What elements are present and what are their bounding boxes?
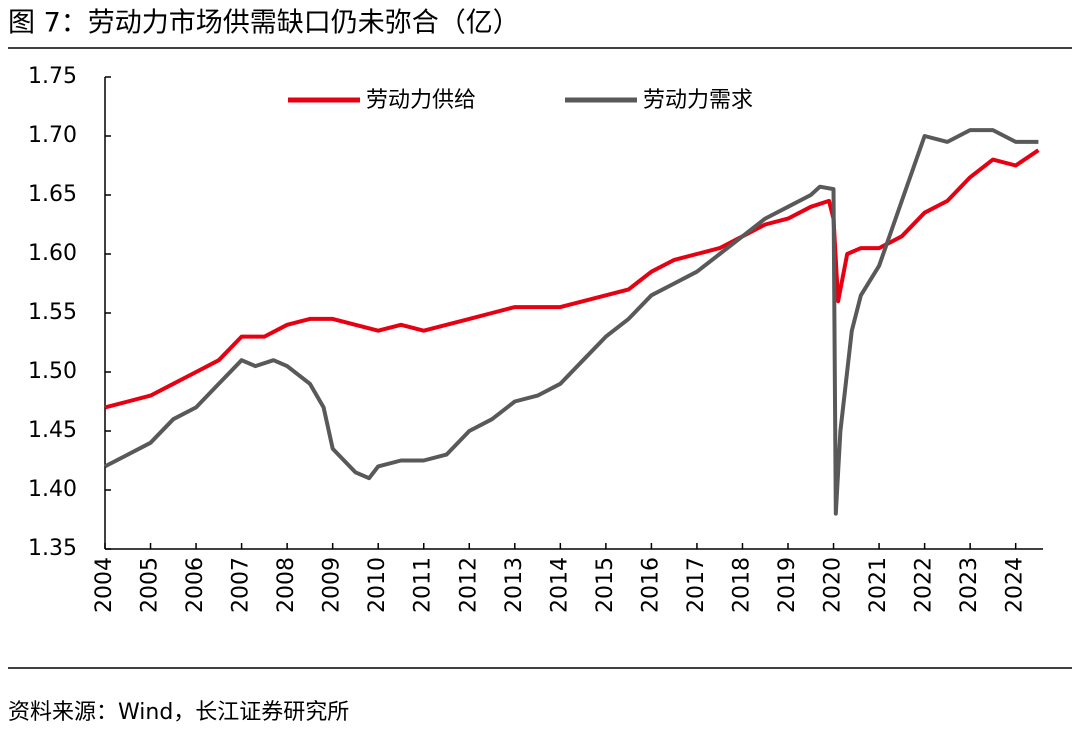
x-tick-label: 2021 [866,557,891,613]
x-tick-label: 2006 [183,557,208,613]
y-tick-label: 1.40 [28,477,77,502]
x-tick-label: 2023 [957,557,982,613]
x-tick-label: 2018 [729,557,754,613]
x-tick-label: 2010 [365,557,390,613]
x-tick-label: 2016 [638,557,663,613]
y-tick-label: 1.45 [28,418,77,443]
y-tick-label: 1.65 [28,182,77,207]
legend-label: 劳动力供给 [366,88,476,113]
x-tick-label: 2014 [547,557,572,613]
x-tick-label: 2017 [684,557,709,613]
legend-label: 劳动力需求 [643,88,753,113]
x-tick-label: 2020 [821,557,846,613]
x-tick-label: 2019 [775,557,800,613]
series-line [104,128,1039,516]
x-tick-label: 2024 [1003,557,1028,613]
x-tick-label: 2011 [411,557,436,613]
x-tick-label: 2013 [502,557,527,613]
y-tick-label: 1.50 [28,359,77,384]
y-tick-label: 1.35 [28,536,77,561]
x-tick-label: 2004 [92,557,117,613]
y-tick-label: 1.55 [28,300,77,325]
x-tick-label: 2007 [229,557,254,613]
x-tick-label: 2008 [274,557,299,613]
x-tick-label: 2012 [456,557,481,613]
x-tick-label: 2015 [593,557,618,613]
series-line [104,148,1040,410]
y-tick-label: 1.60 [28,241,77,266]
x-tick-label: 2009 [320,557,345,613]
x-tick-label: 2005 [138,557,163,613]
y-tick-label: 1.70 [28,123,77,148]
source-note: 资料来源：Wind，长江证券研究所 [8,700,349,725]
y-tick-label: 1.75 [28,64,77,89]
chart-title: 图 7：劳动力市场供需缺口仍未弥合（亿） [8,8,520,39]
x-tick-label: 2022 [912,557,937,613]
